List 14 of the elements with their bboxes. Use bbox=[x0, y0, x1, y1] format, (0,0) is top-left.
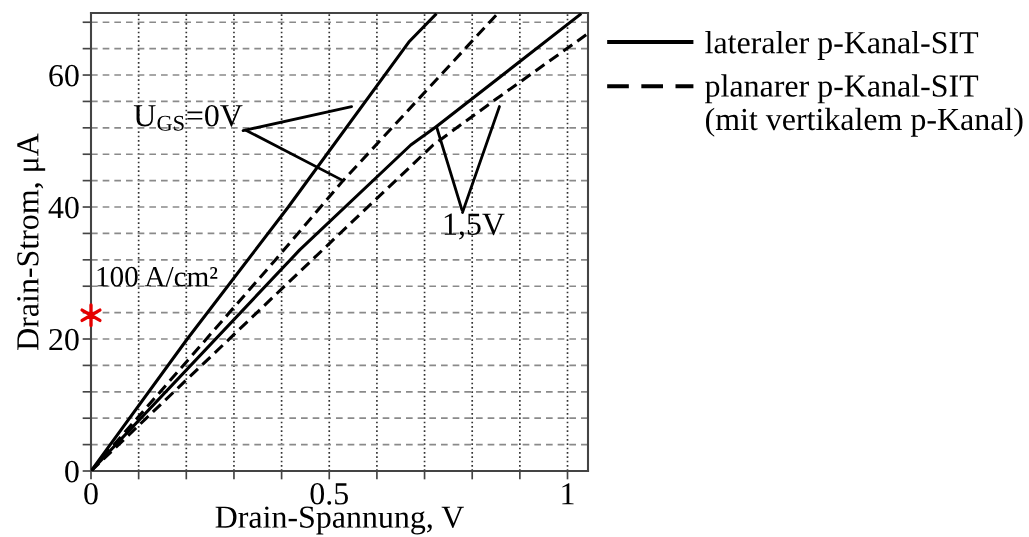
y-tick-label: 0 bbox=[65, 460, 79, 483]
y-tick-label: 20 bbox=[49, 328, 79, 351]
annotation: U$_{GS}$=0V bbox=[133, 104, 243, 131]
y-tick-label: 40 bbox=[48, 196, 79, 219]
x-tick-label: 0 bbox=[84, 483, 98, 505]
y-tick-label: 60 bbox=[49, 64, 79, 87]
x-tick-label: 1 bbox=[562, 483, 574, 505]
annotation: 100 A/cm² bbox=[97, 266, 218, 287]
x-tick-label: 0.5 bbox=[310, 483, 348, 505]
legend-label: planarer p-Kanal-SIT (mit vertikalem p-Kanal) bbox=[705, 74, 1023, 137]
y-axis-title: Drain-Strom, μA bbox=[17, 133, 46, 350]
legend-label: lateraler p-Kanal-SIT bbox=[705, 30, 979, 60]
x-axis-title: Drain-Spannung, V bbox=[215, 506, 464, 535]
annotation: 1,5V bbox=[444, 213, 505, 240]
